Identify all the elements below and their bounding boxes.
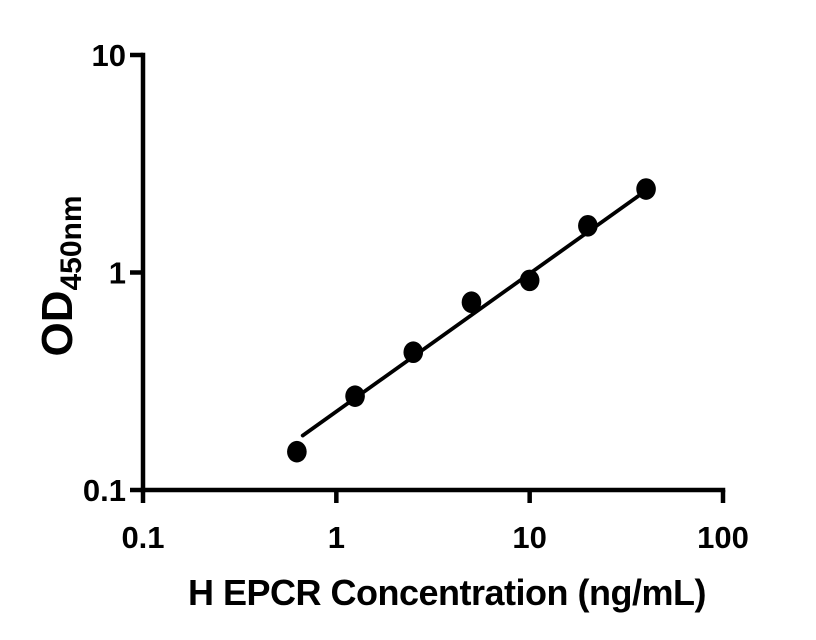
x-tick-label: 0.1 [121, 520, 164, 555]
y-tick-label: 1 [109, 256, 126, 291]
x-tick-label: 1 [328, 520, 345, 555]
y-tick-label: 0.1 [83, 473, 126, 508]
data-point [287, 440, 307, 463]
y-axis-title: OD450nm [33, 195, 88, 356]
x-tick-label: 100 [697, 520, 749, 555]
x-axis-title: H EPCR Concentration (ng/mL) [188, 572, 706, 613]
data-point [519, 269, 540, 292]
y-axis-title-main: OD [33, 291, 82, 357]
axes [140, 52, 726, 493]
tick-labels: 0.1 1 10 100 0.1 1 10 [83, 38, 749, 555]
data-point [578, 214, 598, 237]
data-point [403, 341, 424, 364]
data-points-group [287, 178, 656, 463]
data-point [636, 178, 656, 200]
data-point [461, 291, 482, 314]
y-axis-title-subscript: 450nm [55, 195, 88, 290]
y-tick-label: 10 [92, 38, 126, 73]
data-point [345, 385, 365, 407]
axis-ticks [130, 52, 726, 503]
x-tick-label: 10 [512, 520, 546, 555]
